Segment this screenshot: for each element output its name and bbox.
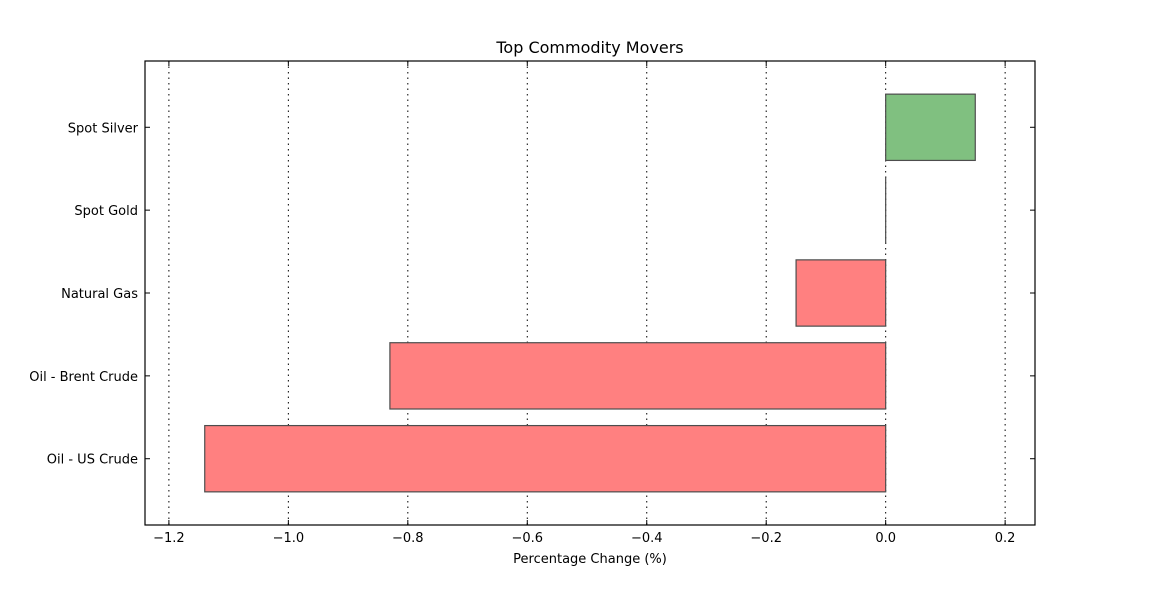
x-tick-label: −0.2 bbox=[750, 531, 782, 546]
x-tick-label: 0.0 bbox=[875, 531, 896, 546]
x-tick-labels: −1.2 −1.0 −0.8 −0.6 −0.4 −0.2 0.0 0.2 bbox=[153, 531, 1015, 546]
y-tick-label: Spot Gold bbox=[74, 204, 138, 219]
y-tick-label: Oil - Brent Crude bbox=[29, 370, 138, 385]
chart-title: Top Commodity Movers bbox=[495, 38, 683, 57]
x-tick-label: 0.2 bbox=[995, 531, 1016, 546]
x-tick-label: −0.6 bbox=[511, 531, 543, 546]
bars bbox=[204, 93, 976, 493]
bar-natural-gas bbox=[795, 259, 887, 327]
x-tick-label: −0.8 bbox=[392, 531, 424, 546]
y-tick-label: Natural Gas bbox=[61, 287, 138, 302]
y-tick-label: Spot Silver bbox=[68, 121, 139, 136]
x-axis-label: Percentage Change (%) bbox=[513, 552, 667, 567]
y-tick-labels: Oil - US Crude Oil - Brent Crude Natural G… bbox=[29, 121, 138, 467]
y-tick-label: Oil - US Crude bbox=[47, 453, 138, 468]
axis-ticks bbox=[145, 61, 1035, 525]
bar-spot-silver bbox=[885, 93, 976, 162]
x-tick-label: −0.4 bbox=[631, 531, 663, 546]
bar-oil-us-crude bbox=[204, 424, 887, 493]
x-tick-label: −1.2 bbox=[153, 531, 185, 546]
bar-oil-brent-crude bbox=[389, 342, 887, 410]
x-tick-label: −1.0 bbox=[273, 531, 305, 546]
